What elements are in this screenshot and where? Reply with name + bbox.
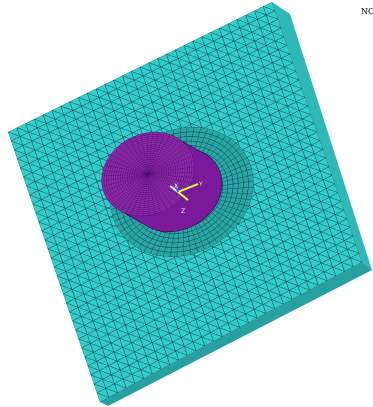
plate-side-bottom xyxy=(100,262,372,406)
cylinder-body xyxy=(101,131,223,233)
triad-icon: X Y Z xyxy=(169,181,203,215)
triad-x-label: X xyxy=(174,183,178,190)
plate-side-right xyxy=(272,2,372,270)
triad-y-label: Y xyxy=(198,181,203,188)
triad-z-label: Z xyxy=(181,208,185,215)
corner-label: NODES xyxy=(361,8,373,16)
